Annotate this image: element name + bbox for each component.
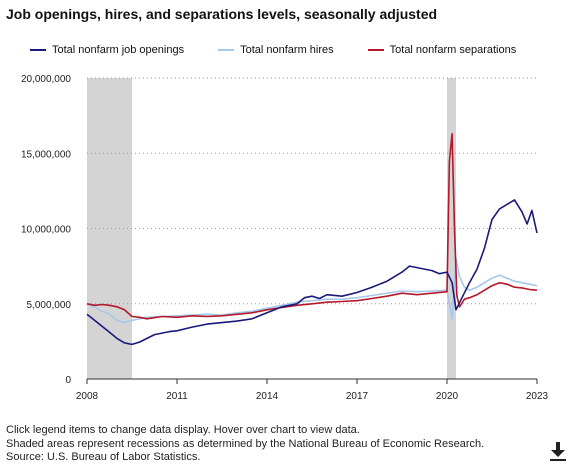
series-line-2[interactable] [86,132,538,320]
y-tick-label-0: 0 [65,375,71,386]
legend-swatch-job-openings [30,49,46,51]
chart-title: Job openings, hires, and separations lev… [6,6,438,22]
legend-item-separations[interactable]: Total nonfarm separations [367,44,517,56]
x-tick-label-2: 2014 [256,391,279,402]
series-line-1[interactable] [86,257,538,324]
legend-item-hires[interactable]: Total nonfarm hires [218,44,334,56]
legend-label-separations: Total nonfarm separations [389,44,517,56]
chart-notes: Click legend items to change data displa… [6,424,484,465]
legend-item-job-openings[interactable]: Total nonfarm job openings [30,44,184,56]
y-tick-label-2: 10,000,000 [21,225,71,236]
note-legend-instructions: Click legend items to change data displa… [6,424,360,436]
x-tick-label-5: 2023 [526,391,549,402]
y-tick-label-4: 20,000,000 [21,74,71,85]
y-tick-label-1: 5,000,000 [27,300,72,311]
line-chart[interactable]: 0 5,000,000 10,000,000 15,000,000 20,000,000… [0,62,579,412]
y-tick-label-3: 15,000,000 [21,149,71,160]
download-icon-graphic [550,442,566,461]
x-tick-label-0: 2008 [76,391,99,402]
x-tick-label-1: 2011 [166,391,188,402]
series-line-0[interactable] [86,199,538,346]
chart-legend: Total nonfarm job openings Total nonfarm… [30,44,516,56]
legend-label-job-openings: Total nonfarm job openings [52,44,185,56]
note-source: Source: U.S. Bureau of Labor Statistics. [6,451,201,463]
x-tick-label-3: 2017 [346,391,369,402]
x-tick-label-4: 2020 [436,391,459,402]
recession-band-0 [87,78,132,379]
legend-swatch-separations [367,49,384,51]
legend-swatch-hires [218,49,235,51]
note-recession-shading: Shaded areas represent recessions as det… [6,437,485,450]
legend-label-hires: Total nonfarm hires [240,44,334,56]
download-arrow-icon[interactable] [547,440,569,462]
